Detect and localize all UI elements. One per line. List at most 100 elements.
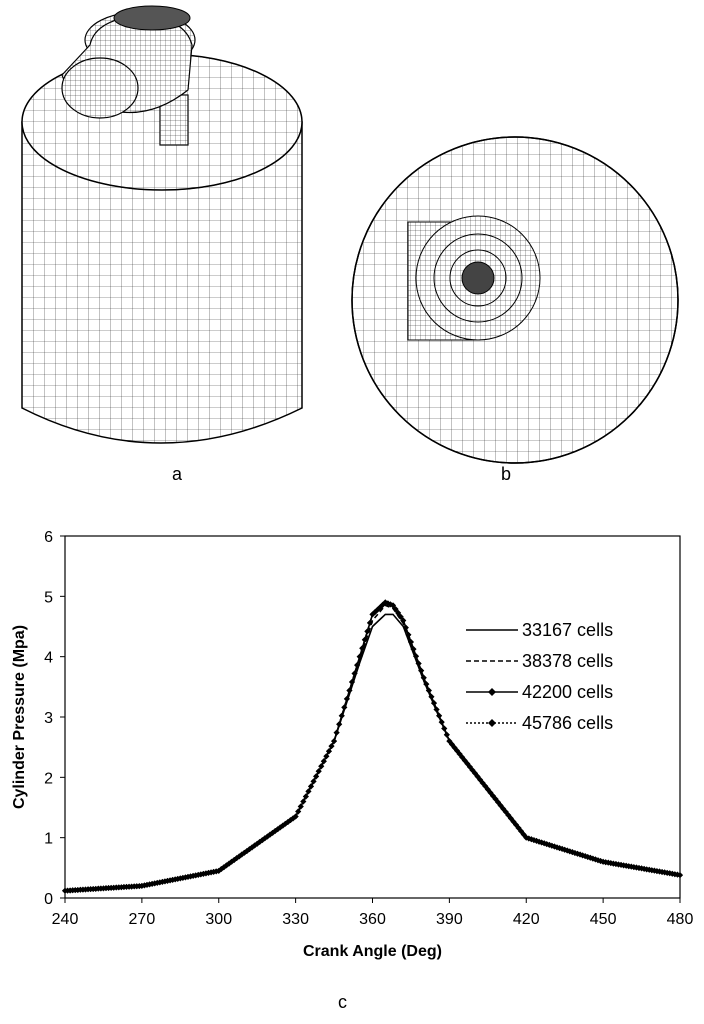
legend-label: 38378 cells (522, 651, 613, 671)
series-marker (297, 803, 304, 810)
series-marker (400, 617, 407, 624)
series-marker (328, 743, 335, 750)
series-marker (343, 695, 350, 702)
series-marker (144, 881, 150, 888)
series-marker (625, 863, 632, 870)
series-marker (346, 687, 353, 694)
legend-marker (488, 688, 496, 696)
series-marker (620, 862, 627, 869)
series-marker (338, 712, 345, 719)
series-marker (295, 808, 302, 815)
series-marker (308, 783, 314, 790)
x-tick-label: 450 (590, 911, 617, 928)
series-marker (407, 638, 414, 645)
series-marker (420, 674, 427, 681)
pressure-chart: 240 270 300 330 360 390 420 450 480 0 1 2 3 4 5 6 Crank … (11, 529, 693, 960)
series-marker (392, 606, 399, 613)
series-marker (215, 867, 222, 874)
series-marker (349, 679, 355, 686)
series-marker (300, 798, 307, 805)
series-marker (313, 773, 320, 780)
x-axis-title: Crank Angle (Deg) (303, 943, 442, 960)
series-marker (292, 813, 299, 820)
series-marker (677, 872, 683, 879)
series-marker (174, 875, 181, 882)
series-marker (489, 792, 496, 799)
series-marker (315, 768, 322, 775)
x-tick-label: 240 (52, 911, 79, 928)
panel-label-c: c (338, 992, 347, 1012)
series-marker (484, 786, 491, 793)
series-marker (487, 789, 494, 796)
series-marker (415, 660, 422, 667)
series-marker (336, 721, 343, 728)
y-tick-label: 5 (44, 589, 53, 606)
panel-label-b: b (501, 464, 512, 484)
series-marker (454, 747, 461, 754)
series-marker (318, 763, 325, 770)
x-tick-label: 300 (205, 911, 232, 928)
series-line (64, 601, 681, 892)
x-tick-label: 390 (436, 911, 463, 928)
series-marker (323, 753, 330, 760)
series-marker (354, 662, 361, 669)
series-marker (656, 868, 663, 875)
series-marker (402, 624, 409, 631)
series-marker (351, 670, 358, 677)
y-tick-label: 1 (44, 831, 53, 848)
series-marker (433, 706, 440, 713)
series-marker (410, 646, 417, 653)
series-marker (431, 700, 437, 707)
y-tick-label: 0 (44, 891, 53, 908)
series-marker (220, 864, 227, 871)
series-marker (164, 877, 171, 884)
series-line (64, 604, 681, 892)
series-marker (397, 613, 404, 620)
x-tick-label: 420 (513, 911, 540, 928)
legend-label: 42200 cells (522, 682, 613, 702)
series-marker (482, 783, 489, 790)
series-marker (305, 788, 312, 795)
series-marker (390, 602, 396, 609)
mesh-figures (21, 5, 679, 464)
x-tick-label: 330 (282, 911, 309, 928)
series-marker (387, 601, 394, 608)
series-marker (418, 667, 425, 674)
series-marker (382, 599, 389, 606)
series-marker (341, 704, 348, 711)
legend-marker (488, 719, 496, 727)
series-marker (666, 870, 673, 877)
series-marker (320, 758, 327, 765)
series-marker (451, 744, 458, 751)
series-marker (443, 731, 450, 738)
series-marker (405, 631, 412, 638)
series-marker (325, 748, 332, 755)
series-marker (456, 751, 463, 758)
y-tick-label: 2 (44, 770, 53, 787)
series-marker (274, 826, 281, 833)
x-tick-label: 270 (129, 911, 156, 928)
series-marker (615, 861, 622, 868)
series-marker (279, 822, 286, 829)
series-marker (474, 773, 481, 780)
legend-label: 45786 cells (522, 713, 613, 733)
y-axis-title: Cylinder Pressure (Mpa) (11, 625, 28, 809)
series-marker (636, 864, 642, 871)
series-marker (651, 867, 658, 874)
series-marker (154, 879, 161, 886)
series-marker (364, 628, 371, 635)
series-marker (428, 693, 435, 700)
x-tick-label: 360 (359, 911, 386, 928)
series-line (64, 601, 681, 892)
series-marker (366, 619, 373, 626)
series-marker (646, 866, 653, 873)
series-marker (264, 833, 271, 840)
series-marker (185, 873, 191, 880)
series-marker (195, 871, 202, 878)
series-marker (423, 681, 430, 688)
y-tick-label: 3 (44, 710, 53, 727)
series-marker (477, 776, 484, 783)
series-marker (356, 653, 363, 660)
series-marker (630, 864, 637, 871)
series-marker (671, 871, 678, 878)
